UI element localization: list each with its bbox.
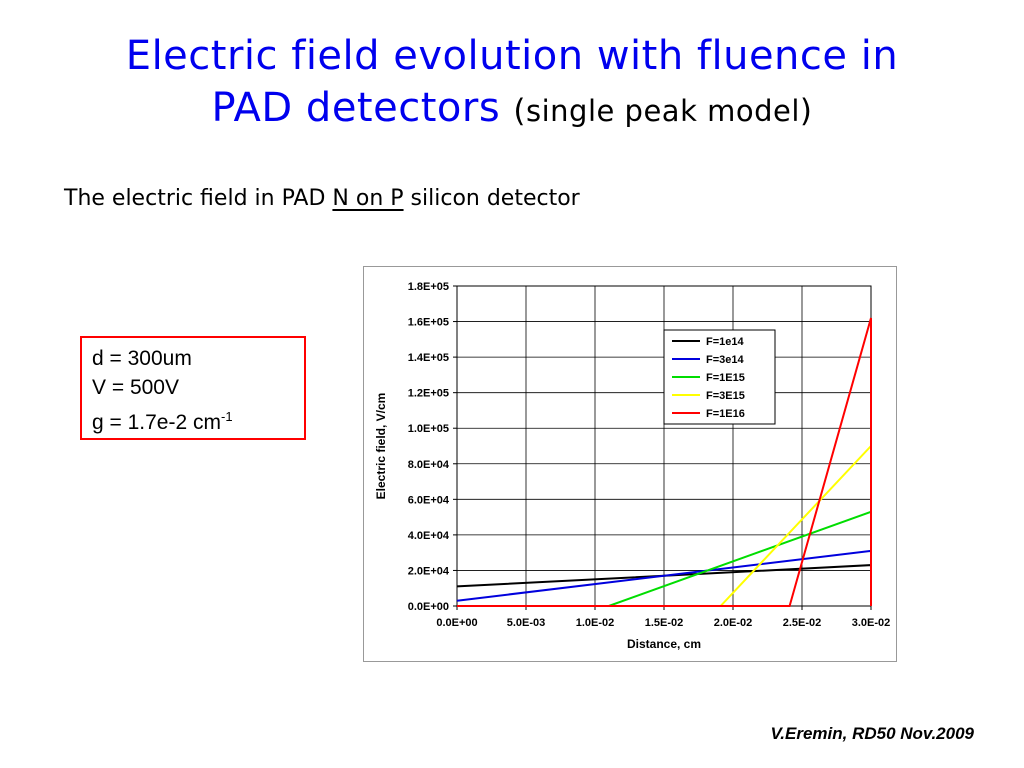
parameters-box: d = 300um V = 500V g = 1.7e-2 cm-1 <box>80 336 306 440</box>
x-tick-label: 5.0E-03 <box>507 617 546 629</box>
param-voltage: V = 500V <box>92 376 179 399</box>
chart-frame: 0.0E+00 2.0E+04 4.0E+04 6.0E+04 8.0E+04 1.0E+… <box>363 266 897 662</box>
x-tick-label: 3.0E-02 <box>852 617 891 629</box>
y-tick-label: 1.0E+05 <box>408 423 449 435</box>
x-tick-label: 2.5E-02 <box>783 617 822 629</box>
title-line-2: PAD detectors (single peak model) <box>0 82 1024 137</box>
y-axis-label: Electric field, V/cm <box>374 393 388 500</box>
y-tick-label: 8.0E+04 <box>408 459 450 471</box>
x-tick-label: 2.0E-02 <box>714 617 753 629</box>
y-tick-label: 4.0E+04 <box>408 530 450 542</box>
param-thickness: d = 300um <box>92 347 192 370</box>
param-g: g = 1.7e-2 cm-1 <box>92 402 304 437</box>
slide-subtitle: The electric field in PAD N on P silicon… <box>64 186 580 211</box>
x-axis-label: Distance, cm <box>627 637 701 651</box>
subtitle-underlined: N on P <box>332 186 404 211</box>
slide-title: Electric field evolution with fluence in… <box>0 30 1024 137</box>
legend-label: F=1E16 <box>706 408 745 420</box>
y-tick-label: 1.4E+05 <box>408 352 449 364</box>
param-g-text: g = 1.7e-2 cm <box>92 411 221 434</box>
legend-label: F=1E15 <box>706 372 745 384</box>
title-paren-open: ( <box>513 93 526 129</box>
title-paren-text: single peak model <box>525 94 800 128</box>
y-tick-label: 6.0E+04 <box>408 494 450 506</box>
legend-label: F=3e14 <box>706 354 744 366</box>
x-tick-label: 1.5E-02 <box>645 617 684 629</box>
slide-credit: V.Eremin, RD50 Nov.2009 <box>770 724 975 743</box>
x-tick-label: 0.0E+00 <box>436 617 477 629</box>
y-tick-label: 1.2E+05 <box>408 388 449 400</box>
series-line-f-1e16 <box>457 317 872 607</box>
title-line-1: Electric field evolution with fluence in <box>125 33 899 79</box>
x-tick-label: 1.0E-02 <box>576 617 615 629</box>
title-main-text: PAD detectors <box>211 85 501 131</box>
y-tick-label: 0.0E+00 <box>408 601 449 613</box>
electric-field-chart: 0.0E+00 2.0E+04 4.0E+04 6.0E+04 8.0E+04 1.0E+… <box>374 281 891 651</box>
subtitle-before: The electric field in PAD <box>64 186 326 211</box>
legend-label: F=1e14 <box>706 336 744 348</box>
y-tick-label: 2.0E+04 <box>408 565 450 577</box>
param-g-exponent: -1 <box>220 409 233 424</box>
title-paren-close: ) <box>799 93 813 129</box>
y-tick-label: 1.6E+05 <box>408 317 449 329</box>
subtitle-after: silicon detector <box>410 186 580 211</box>
legend-label: F=3E15 <box>706 390 745 402</box>
y-tick-label: 1.8E+05 <box>408 281 449 293</box>
